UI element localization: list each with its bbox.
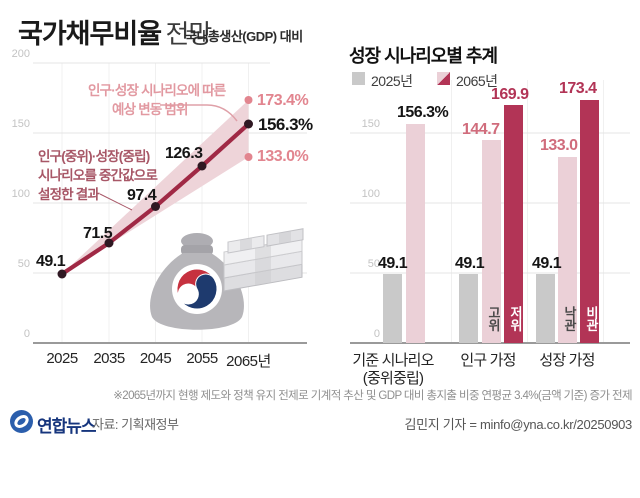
- legend-swatch-2065: [437, 72, 450, 85]
- bar-tag-high: 고위: [486, 306, 501, 331]
- base-value-label-1: 49.1: [378, 255, 408, 272]
- left-y-tick-200: 200: [11, 48, 30, 60]
- page-title-suffix: 전망: [165, 19, 213, 49]
- bar-baseline-2025: [383, 274, 402, 343]
- base-value-label-2: 49.1: [455, 255, 485, 272]
- legend-label-2025: 2025년: [371, 73, 413, 89]
- reporter-credit: 김민지 기자 = minfo@yna.co.kr/20250903: [404, 417, 632, 432]
- page-title: 국가채무비율 전망: [18, 12, 213, 51]
- left-x-tick-2055: 2055: [186, 350, 218, 367]
- mid-note-connector: [99, 193, 133, 211]
- page-title-main: 국가채무비율: [18, 19, 162, 49]
- footnote: ※2065년까지 현행 제도와 정책 유지 전제로 기계적 추산 및 GDP 대…: [113, 390, 632, 402]
- bar-baseline-2065: [406, 124, 425, 343]
- bar-tag-low: 저위: [508, 306, 523, 331]
- point-label-2045: 97.4: [127, 187, 157, 204]
- group-label-population: 인구 가정: [460, 352, 516, 369]
- range-note-line2: 예상 변동 범위: [112, 102, 188, 117]
- money-bag-icon: [150, 233, 244, 330]
- value-label-pop-high: 144.7: [462, 121, 500, 138]
- left-x-tick-2035: 2035: [93, 350, 125, 367]
- mid-note-line3: 설정한 결과: [38, 187, 100, 202]
- range-note-line1: 인구·성장 시나리오에 따른: [88, 83, 226, 98]
- bar-tag-pessimistic: 비관: [584, 306, 599, 331]
- yonhap-logo-text: 연합뉴스: [37, 417, 97, 436]
- left-x-tick-2045: 2045: [139, 350, 172, 367]
- value-label-growth-pess: 173.4: [559, 80, 597, 97]
- range-note-connector: [160, 104, 238, 122]
- group-sublabel-baseline: (중위중립): [362, 370, 424, 387]
- bar-growth-optimistic-2065: [558, 157, 577, 343]
- end-label-high: 173.4%: [257, 92, 309, 109]
- right-y-tick-150: 150: [361, 118, 380, 130]
- yonhap-logo-icon: [10, 410, 33, 433]
- bar-growth-2025: [536, 274, 555, 343]
- right-y-tick-0: 0: [373, 328, 380, 340]
- mid-note-line1: 인구(중위)·성장(중립): [38, 149, 150, 164]
- value-label-baseline: 156.3%: [397, 104, 449, 121]
- group-label-growth: 성장 가정: [539, 352, 595, 369]
- left-y-tick-150: 150: [11, 118, 30, 130]
- bar-tag-optimistic: 낙관: [562, 306, 577, 331]
- mid-note-line2: 시나리오를 중간값으로: [38, 168, 158, 183]
- legend-swatch-2025: [352, 72, 365, 85]
- base-value-label-3: 49.1: [532, 255, 562, 272]
- source-label: 자료: 기획재정부: [92, 417, 179, 432]
- value-label-pop-low: 169.9: [491, 86, 529, 103]
- left-x-tick-2025: 2025: [46, 350, 78, 367]
- left-y-tick-50: 50: [17, 258, 30, 270]
- bar-population-low-2065: [504, 105, 523, 343]
- range-end-dots: [244, 96, 253, 161]
- legend-label-2065: 2065년: [456, 73, 498, 89]
- bar-growth-pessimistic-2065: [580, 100, 599, 343]
- right-chart-title: 성장 시나리오별 추계: [349, 46, 498, 66]
- point-label-2055: 126.3: [165, 145, 203, 162]
- trend-line-dots: [57, 119, 253, 279]
- group-label-baseline: 기준 시나리오: [352, 352, 434, 369]
- forecast-range-band: [62, 100, 249, 274]
- taegeuk-emblem: [176, 268, 218, 310]
- right-y-tick-100: 100: [361, 188, 380, 200]
- bar-population-high-2065: [482, 140, 501, 343]
- point-label-2035: 71.5: [83, 225, 113, 242]
- left-y-tick-0: 0: [23, 328, 30, 340]
- page-subtitle: 국내총생산(GDP) 대비: [185, 29, 303, 44]
- left-x-tick-2065: 2065년: [226, 353, 271, 370]
- right-vertical-gridlines: [451, 80, 604, 343]
- end-label-mid: 156.3%: [258, 115, 313, 134]
- bar-population-2025: [459, 274, 478, 343]
- value-label-growth-opt: 133.0: [540, 137, 578, 154]
- right-y-tick-50: 50: [367, 258, 380, 270]
- left-y-tick-100: 100: [11, 188, 30, 200]
- money-stack-icon: [223, 228, 304, 292]
- end-label-low: 133.0%: [257, 148, 309, 165]
- point-label-2025: 49.1: [36, 253, 66, 270]
